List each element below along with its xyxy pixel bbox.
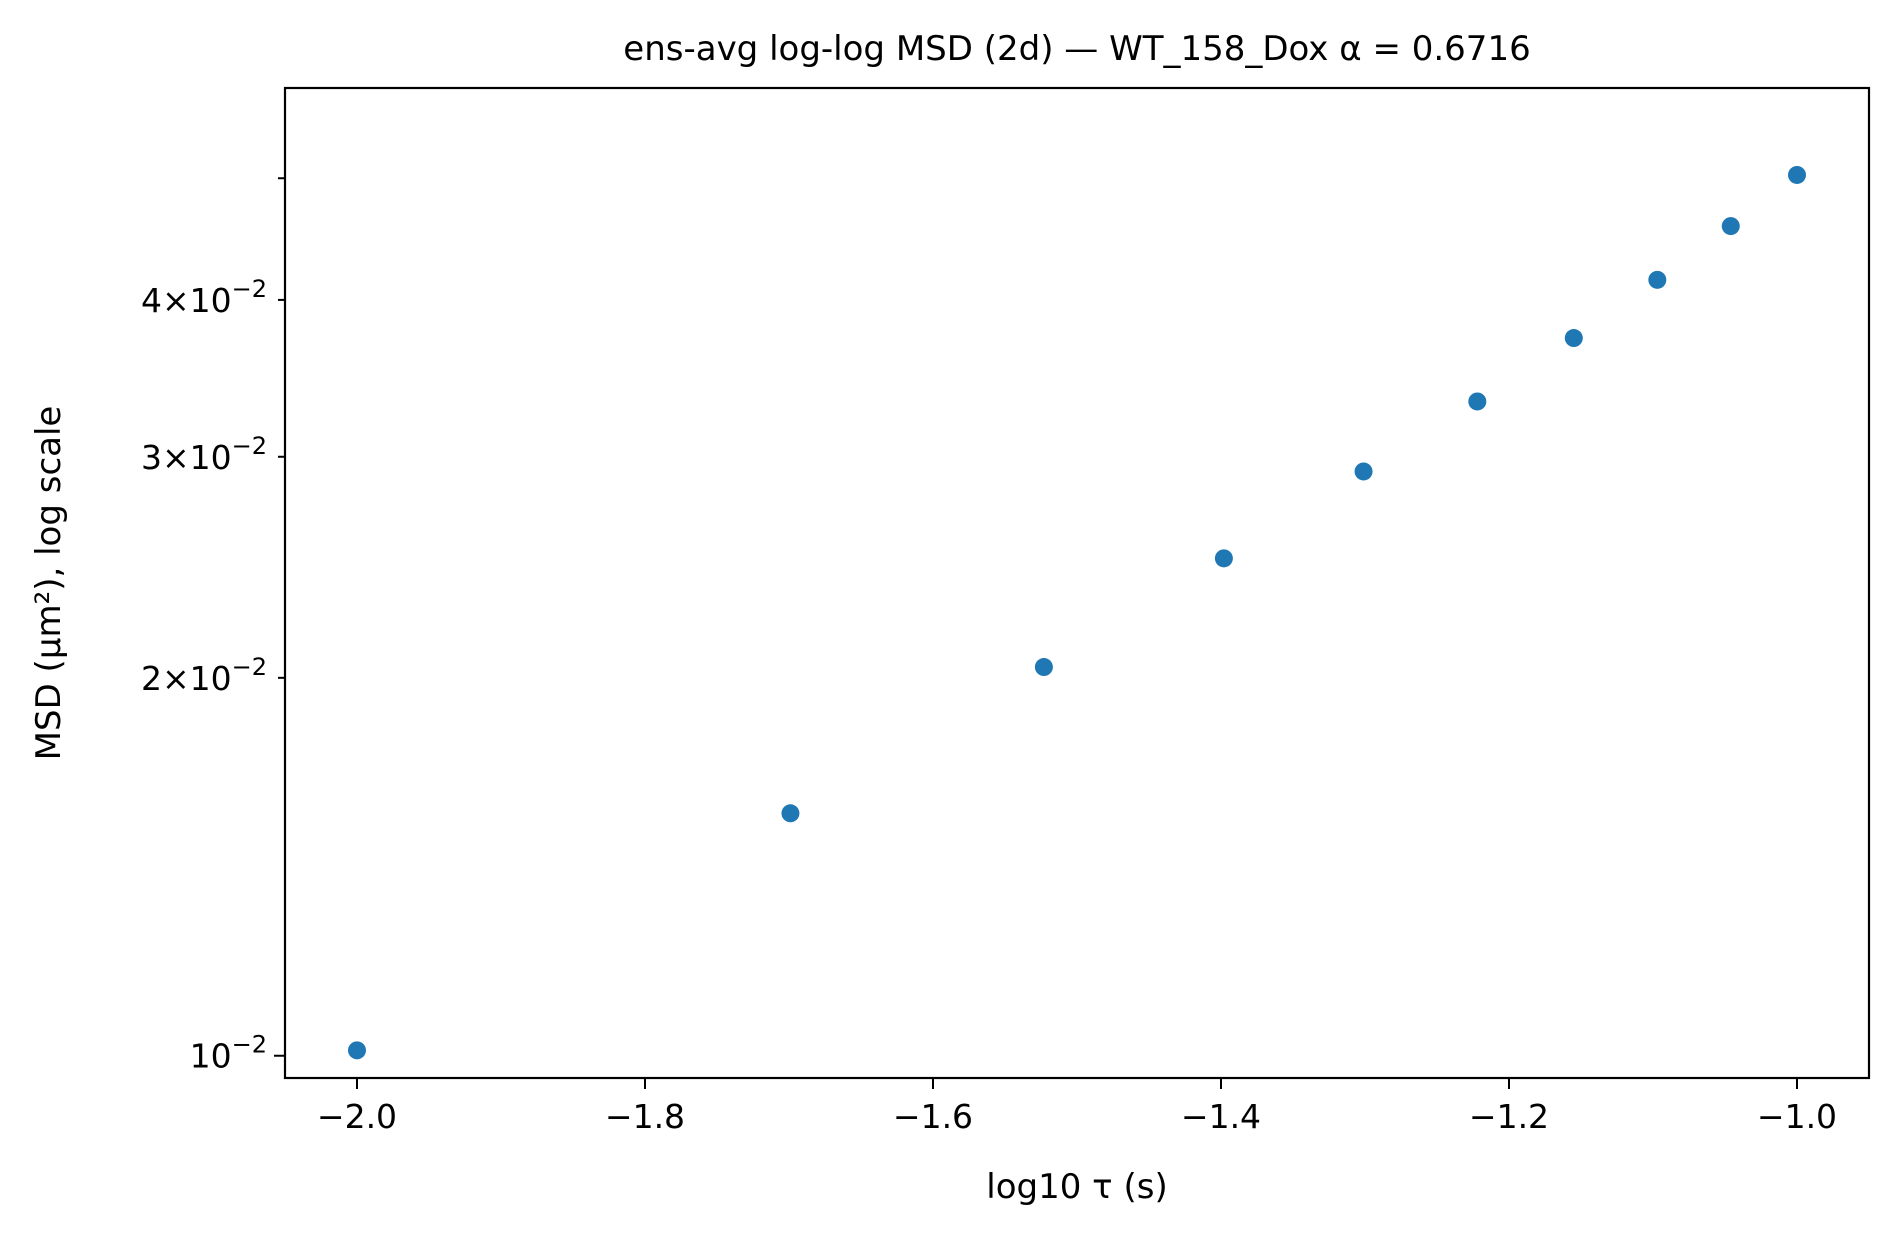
y-tick-label: 2×10−2 bbox=[141, 653, 267, 698]
x-tick-label: −1.2 bbox=[1469, 1097, 1549, 1136]
x-tick-label: −1.6 bbox=[893, 1097, 973, 1136]
plot-frame bbox=[283, 86, 1871, 1080]
data-point bbox=[1788, 165, 1806, 184]
x-tick-label: −2.0 bbox=[317, 1097, 397, 1136]
y-tick-label: 10−2 bbox=[190, 1031, 267, 1076]
y-tick-label: 3×10−2 bbox=[141, 432, 267, 477]
axis-ticks: −2.0 −1.8 −1.6 −1.4 −1.2 −1.0 10−2 2×10−2 3×10−2… bbox=[141, 177, 1837, 1136]
data-point bbox=[1721, 217, 1740, 236]
data-point bbox=[1034, 658, 1053, 677]
data-point bbox=[781, 804, 800, 823]
data-point bbox=[1354, 462, 1373, 481]
x-tick-label: −1.4 bbox=[1181, 1097, 1261, 1136]
y-axis-label: MSD (μm²), log scale bbox=[29, 406, 69, 761]
data-point bbox=[1214, 549, 1233, 568]
data-point bbox=[1564, 329, 1583, 348]
y-tick-label: 4×10−2 bbox=[141, 275, 267, 320]
x-axis-label: log10 τ (s) bbox=[986, 1167, 1167, 1207]
x-tick-label: −1.0 bbox=[1757, 1097, 1837, 1136]
data-point bbox=[348, 1041, 366, 1060]
data-point bbox=[1648, 270, 1667, 289]
data-points bbox=[348, 165, 1806, 1060]
x-tick-label: −1.8 bbox=[605, 1097, 685, 1136]
chart-title: ens-avg log-log MSD (2d) — WT_158_Dox α … bbox=[623, 29, 1530, 69]
data-point bbox=[1468, 392, 1487, 411]
